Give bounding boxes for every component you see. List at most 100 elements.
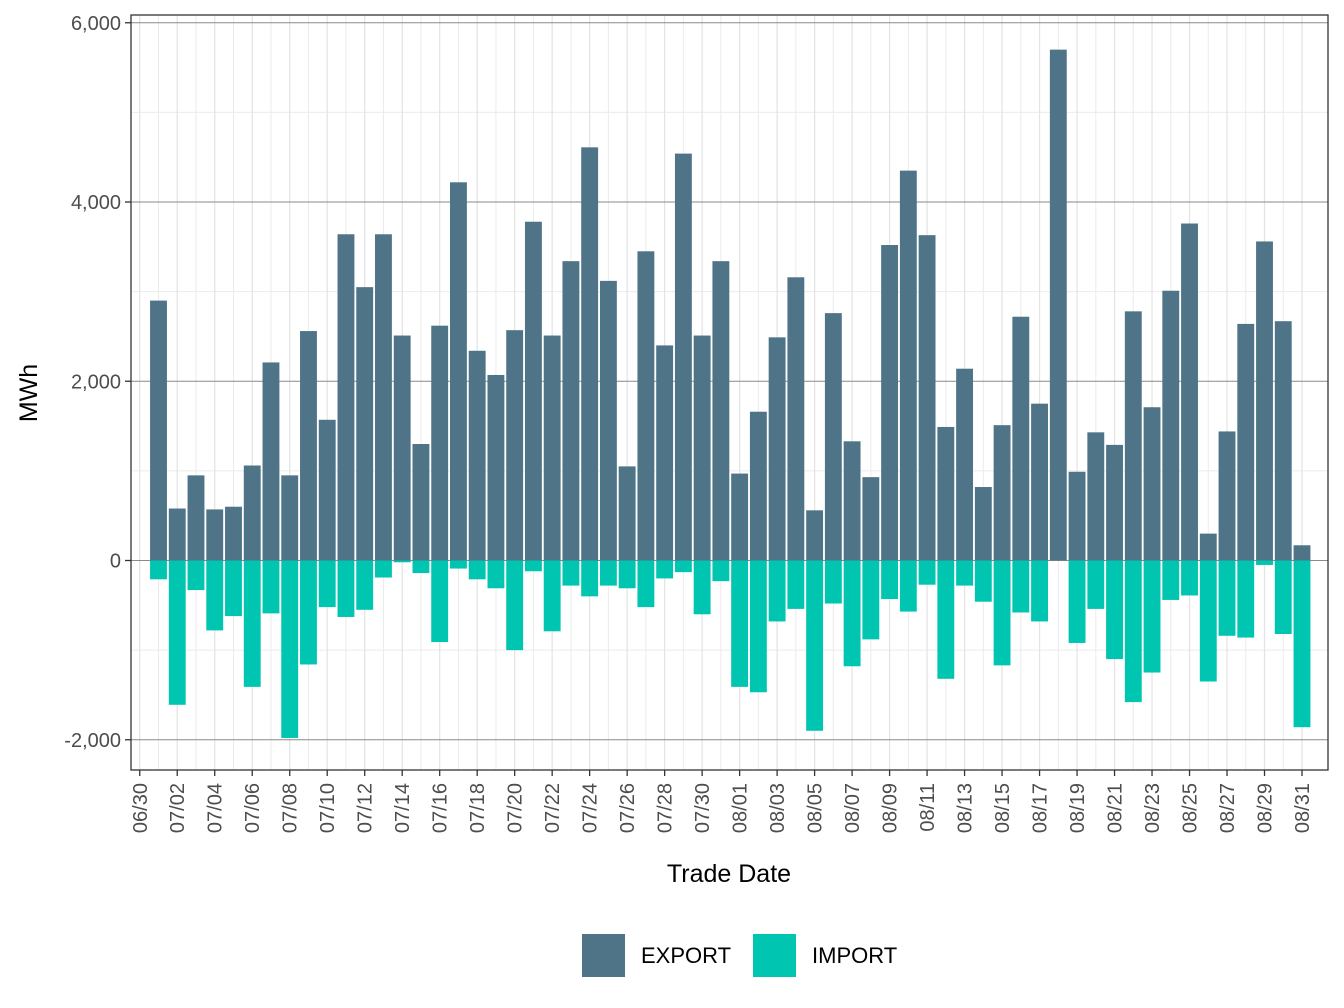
bar-import-07-21	[524, 560, 542, 572]
y-axis: -2,000 0 2,000 4,000 6,000	[64, 13, 131, 752]
bar-export-07-25	[599, 280, 617, 561]
bar-import-07-26	[618, 560, 636, 589]
bar-import-07-12	[356, 560, 374, 610]
bar-export-08-16	[1012, 316, 1030, 561]
bar-export-07-31	[712, 261, 730, 561]
bar-import-08-07	[843, 560, 861, 667]
bar-import-07-05	[225, 560, 242, 617]
x-tick-label: 08/29	[1255, 783, 1277, 833]
bar-import-08-25	[1181, 560, 1198, 596]
x-tick-label: 08/31	[1292, 783, 1314, 833]
bar-import-08-02	[749, 560, 767, 693]
bar-import-07-28	[656, 560, 674, 579]
bar-export-08-15	[993, 425, 1011, 561]
bar-import-07-10	[318, 560, 336, 608]
bar-export-08-17	[1031, 403, 1048, 561]
x-tick-label: 08/23	[1142, 783, 1164, 833]
x-tick-label: 07/08	[280, 783, 302, 833]
bar-export-07-15	[412, 443, 430, 561]
bar-import-07-30	[693, 560, 711, 615]
bar-import-08-28	[1237, 560, 1255, 638]
bar-export-08-30	[1274, 321, 1292, 561]
bar-export-08-29	[1256, 241, 1273, 561]
x-tick-label: 06/30	[130, 783, 152, 833]
y-axis-title: MWh	[15, 364, 43, 422]
bar-export-07-04	[206, 509, 224, 561]
x-tick-label: 08/15	[992, 783, 1014, 833]
x-tick-label: 08/19	[1067, 783, 1089, 833]
x-tick-label: 08/01	[730, 783, 752, 833]
bar-import-07-29	[674, 560, 692, 573]
bar-export-07-17	[449, 182, 467, 561]
y-tick-label: 0	[110, 551, 121, 573]
bar-export-08-18	[1049, 49, 1067, 561]
bar-export-08-24	[1162, 290, 1180, 561]
bar-import-07-23	[562, 560, 580, 586]
bar-export-08-26	[1199, 533, 1217, 561]
legend-key-export	[582, 934, 625, 977]
bar-import-07-18	[468, 560, 486, 580]
bar-export-07-10	[318, 419, 336, 561]
x-tick-label: 07/22	[542, 783, 564, 833]
bar-export-08-11	[918, 235, 936, 561]
bar-export-07-18	[468, 350, 486, 561]
bar-export-07-14	[393, 335, 411, 561]
bar-export-07-07	[262, 362, 280, 561]
bar-export-08-01	[731, 473, 749, 561]
bar-export-07-06	[243, 465, 261, 561]
x-tick-label: 07/26	[617, 783, 639, 833]
bar-import-07-14	[393, 560, 411, 563]
bar-import-08-30	[1274, 560, 1292, 634]
bar-import-07-24	[581, 560, 599, 597]
bar-import-08-06	[824, 560, 842, 604]
bar-import-08-21	[1106, 560, 1123, 660]
x-tick-label: 08/03	[767, 783, 789, 833]
bars-layer	[150, 49, 1311, 738]
x-tick-label: 07/12	[355, 783, 377, 833]
x-tick-label: 07/20	[505, 783, 527, 833]
bar-export-07-30	[693, 335, 711, 561]
bar-export-08-21	[1106, 444, 1123, 561]
bar-export-08-10	[899, 170, 917, 561]
bar-import-08-17	[1031, 560, 1048, 622]
bar-import-07-11	[337, 560, 355, 617]
bar-import-08-26	[1199, 560, 1217, 682]
x-tick-label: 07/30	[692, 783, 714, 833]
bar-import-08-31	[1293, 560, 1311, 728]
bar-import-07-20	[506, 560, 524, 651]
plot-panel-border	[130, 14, 1329, 771]
x-axis: 06/30 07/02 07/04 07/06 07/08 07/10 07/12 07/14…	[130, 770, 1314, 833]
x-tick-label: 07/16	[430, 783, 452, 833]
x-tick-label: 08/13	[955, 783, 977, 833]
bar-import-08-29	[1256, 560, 1273, 565]
bar-export-07-29	[674, 153, 692, 561]
bar-import-08-09	[881, 560, 899, 600]
x-tick-label: 08/21	[1105, 783, 1127, 833]
x-tick-label: 08/07	[842, 783, 864, 833]
bar-import-07-13	[375, 560, 392, 578]
bar-import-07-27	[637, 560, 655, 608]
bar-import-08-16	[1012, 560, 1030, 613]
bar-import-07-19	[487, 560, 505, 589]
bar-export-08-06	[824, 313, 842, 561]
bar-export-08-23	[1143, 407, 1161, 561]
legend: EXPORT IMPORT	[582, 934, 897, 977]
bar-import-08-13	[956, 560, 974, 586]
bar-export-07-24	[581, 147, 599, 561]
bar-export-07-22	[543, 335, 561, 561]
x-tick-label: 07/06	[242, 783, 264, 833]
x-tick-label: 07/04	[205, 783, 227, 833]
y-tick-label: 6,000	[71, 13, 121, 35]
bar-import-08-01	[731, 560, 749, 687]
bar-import-08-03	[768, 560, 786, 622]
bar-export-07-05	[225, 506, 242, 561]
bar-export-07-19	[487, 374, 505, 561]
bar-import-08-27	[1218, 560, 1236, 636]
bar-export-08-14	[974, 487, 992, 561]
bar-import-08-23	[1143, 560, 1161, 673]
x-tick-label: 07/10	[317, 783, 339, 833]
bar-import-07-02	[168, 560, 186, 705]
bar-export-07-20	[506, 330, 524, 561]
